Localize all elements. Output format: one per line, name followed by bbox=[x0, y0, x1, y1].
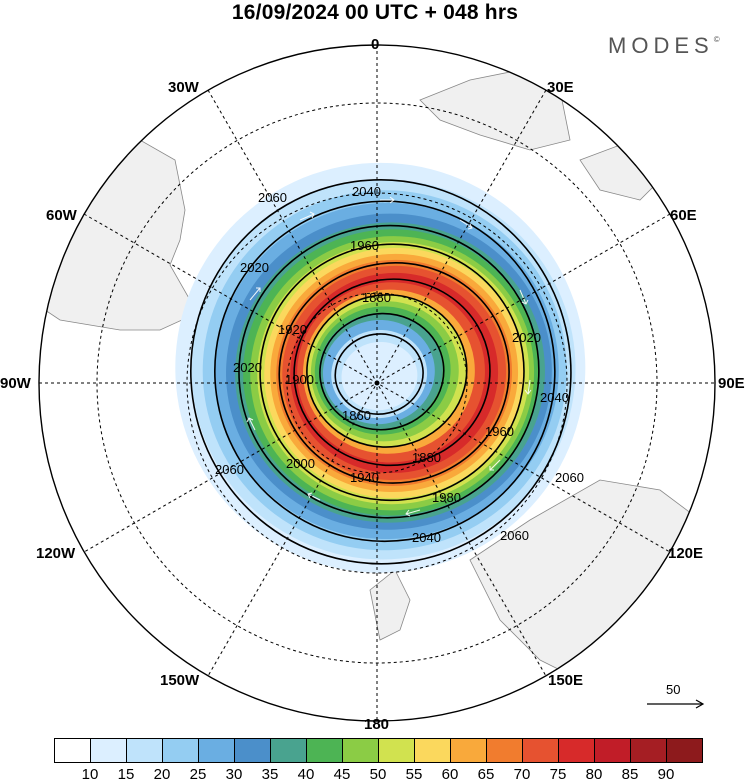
colorbar-box bbox=[522, 738, 559, 763]
colorbar-box bbox=[450, 738, 487, 763]
contour-label: 2020 bbox=[240, 260, 269, 275]
lon-label-0: 0 bbox=[371, 36, 380, 53]
colorbar-tick-label: 60 bbox=[441, 766, 459, 783]
vector-scale-label: 50 bbox=[666, 682, 681, 697]
colorbar-box bbox=[162, 738, 199, 763]
lon-label-120w: 120W bbox=[36, 545, 76, 562]
contour-label: 2060 bbox=[555, 470, 584, 485]
south-pole-marker bbox=[374, 380, 380, 386]
colorbar-box bbox=[342, 738, 379, 763]
colorbar-tick-label: 75 bbox=[549, 766, 567, 783]
brand-mark: © bbox=[713, 35, 720, 44]
colorbar-tick-label: 80 bbox=[585, 766, 603, 783]
contour-label: 2060 bbox=[215, 462, 244, 477]
colorbar-box bbox=[198, 738, 235, 763]
lon-label-180: 180 bbox=[364, 716, 390, 733]
contour-label: 1880 bbox=[362, 290, 391, 305]
contour-label: 1980 bbox=[432, 490, 461, 505]
south-america bbox=[39, 139, 191, 331]
colorbar-tick-label: 70 bbox=[513, 766, 531, 783]
colorbar-tick-label: 50 bbox=[369, 766, 387, 783]
colorbar-box bbox=[486, 738, 523, 763]
colorbar-box bbox=[90, 738, 127, 763]
contour-label: 1960 bbox=[485, 424, 514, 439]
contour-label: 2040 bbox=[412, 530, 441, 545]
contour-label: 2040 bbox=[352, 184, 381, 199]
colorbar-tick-label: 20 bbox=[153, 766, 171, 783]
brand-logo: MODES© bbox=[608, 33, 720, 59]
new-zealand bbox=[369, 569, 411, 641]
colorbar-box bbox=[594, 738, 631, 763]
colorbar-box bbox=[306, 738, 343, 763]
contour-label: 1920 bbox=[278, 322, 307, 337]
colorbar-box bbox=[558, 738, 595, 763]
wind-speed-field bbox=[175, 162, 586, 573]
africa-east bbox=[579, 144, 661, 201]
colorbar-tick-label: 10 bbox=[81, 766, 99, 783]
contour-label: 1880 bbox=[412, 450, 441, 465]
contour-label: 2060 bbox=[500, 528, 529, 543]
colorbar-box bbox=[630, 738, 667, 763]
colorbar-tick-label: 35 bbox=[261, 766, 279, 783]
lon-label-90e: 90E bbox=[718, 375, 745, 392]
chart-title: 16/09/2024 00 UTC + 048 hrs bbox=[231, 1, 519, 24]
lon-label-90w: 90W bbox=[0, 375, 31, 392]
contour-label: 1960 bbox=[350, 238, 379, 253]
map-boundary bbox=[38, 44, 716, 722]
brand-name: MODES bbox=[608, 33, 714, 58]
colorbar-box bbox=[378, 738, 415, 763]
colorbar-box bbox=[414, 738, 451, 763]
colorbar-tick-label: 65 bbox=[477, 766, 495, 783]
lon-label-150e: 150E bbox=[548, 672, 584, 689]
height-contours bbox=[190, 179, 572, 565]
contour-label: 2020 bbox=[233, 360, 262, 375]
contour-label: 2040 bbox=[540, 390, 569, 405]
contour-label: 2000 bbox=[286, 456, 315, 471]
colorbar-box bbox=[270, 738, 307, 763]
vector-scale-arrow bbox=[647, 699, 705, 709]
lon-label-60e: 60E bbox=[670, 207, 697, 224]
colorbar-box bbox=[54, 738, 91, 763]
lon-label-30e: 30E bbox=[547, 79, 574, 96]
contour-label: 2060 bbox=[258, 190, 287, 205]
contour-label: 1860 bbox=[342, 408, 371, 423]
colorbar-tick-label: 30 bbox=[225, 766, 243, 783]
colorbar-box bbox=[126, 738, 163, 763]
colorbar-box bbox=[666, 738, 703, 763]
lon-label-60w: 60W bbox=[46, 207, 77, 224]
colorbar-tick-label: 55 bbox=[405, 766, 423, 783]
lon-label-150w: 150W bbox=[160, 672, 200, 689]
contour-label: 1940 bbox=[350, 470, 379, 485]
colorbar-box bbox=[234, 738, 271, 763]
colorbar-tick-label: 40 bbox=[297, 766, 315, 783]
lon-label-30w: 30W bbox=[168, 79, 199, 96]
lon-label-120e: 120E bbox=[668, 545, 704, 562]
contour-label: 2020 bbox=[512, 330, 541, 345]
wind-vectors bbox=[246, 196, 532, 517]
colorbar-tick-label: 85 bbox=[621, 766, 639, 783]
colorbar-tick-label: 45 bbox=[333, 766, 351, 783]
colorbar-tick-label: 90 bbox=[657, 766, 675, 783]
colorbar-tick-label: 15 bbox=[117, 766, 135, 783]
colorbar-tick-label: 25 bbox=[189, 766, 207, 783]
contour-label: 1900 bbox=[285, 372, 314, 387]
africa bbox=[419, 69, 571, 151]
